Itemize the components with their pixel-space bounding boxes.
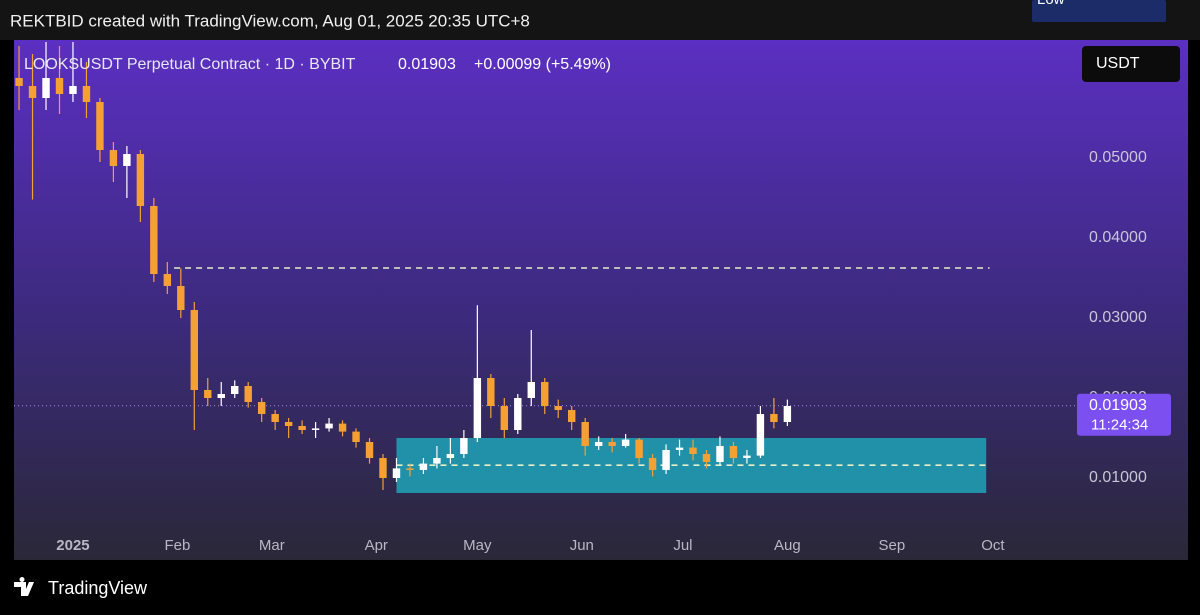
symbol-title: LOOKSUSDT Perpetual Contract · 1D · BYBI… [24,56,356,73]
x-tick-label: Mar [259,537,285,554]
candle-body [554,406,562,410]
candle-body [648,458,657,470]
x-tick-label: Feb [165,537,191,554]
candle-body [150,206,158,274]
y-tick-label: 0.05000 [1089,149,1147,166]
last-price-label: 0.01903 [1089,397,1147,414]
low-label: Low [1037,0,1065,8]
candle-body [675,447,684,450]
logo: TradingView [14,577,148,598]
currency-button[interactable] [1082,46,1180,82]
countdown: 11:24:34 [1091,417,1148,434]
candle-body [460,438,468,454]
last-price: 0.01903 [398,56,456,73]
candle-body [594,442,603,446]
brand: TradingView [48,578,148,598]
candle-body [433,458,441,464]
candle-body [311,428,320,430]
candle-body [55,78,64,94]
candle-body [473,378,482,438]
candle-body [541,382,549,406]
candle-body [136,154,145,206]
candle-body [352,431,360,442]
candle-body [177,286,185,310]
price-change: +0.00099 (+5.49%) [474,56,611,73]
low-box [1032,0,1166,22]
header-bar [0,0,1200,40]
candle-body [231,386,239,394]
credit: REKTBID created with TradingView.com, Au… [10,11,530,30]
x-tick-label: Apr [365,537,388,554]
candle-body [487,378,495,406]
candle-body [702,454,711,462]
x-tick-label: Sep [878,537,905,554]
candle-body [69,86,77,94]
candle-body [325,423,333,429]
candle-body [392,468,401,478]
logo-icon [14,577,34,596]
candle-body [514,398,522,430]
candle-body [284,422,293,426]
x-tick-label: Jul [673,537,692,554]
x-tick-label: May [463,537,492,554]
x-tick-label: Aug [774,537,801,554]
candle-body [635,439,643,458]
candle-body [109,150,118,166]
x-tick-label: Jun [570,537,594,554]
candle-body [446,454,455,458]
candle-body [217,394,225,398]
candle-body [338,423,347,432]
candle-body [756,414,765,456]
candle-body [204,390,212,398]
candle-body [123,154,131,166]
candle-body [419,463,428,470]
candle-body [567,410,576,422]
candle-body [729,446,738,458]
candle-body [581,422,589,446]
range-box [396,438,987,493]
y-tick-label: 0.04000 [1089,229,1147,246]
x-tick-label: Oct [981,537,1005,554]
candle-body [28,86,37,98]
candle-body [621,439,630,446]
candle-body [42,78,50,98]
candle-body [298,426,306,430]
candle-body [527,382,535,398]
y-tick-label: 0.03000 [1089,309,1147,326]
currency-label[interactable]: USDT [1096,55,1140,72]
candle-body [365,442,374,458]
candle-body [163,274,172,286]
plot: 0.010000.020000.030000.040000.050002025F… [14,42,1147,554]
last-price-box [1077,393,1171,436]
candle-body [15,78,23,86]
candle-body [500,406,509,430]
candle-body [662,450,670,470]
candle-body [82,86,91,102]
candle-body [257,402,266,414]
candle-body [689,447,697,454]
candle-body [190,310,198,390]
candle-body [96,102,104,150]
candle-body [608,442,616,446]
candle-body [379,458,387,478]
candle-body [406,468,414,470]
candle-body [271,414,279,422]
candle-body [743,455,751,458]
candle-body [716,446,724,462]
candle-body [770,414,778,422]
x-tick-label: 2025 [56,537,89,554]
candle-body [244,386,252,402]
candle-body [783,406,792,422]
y-tick-label: 0.01000 [1089,469,1147,486]
